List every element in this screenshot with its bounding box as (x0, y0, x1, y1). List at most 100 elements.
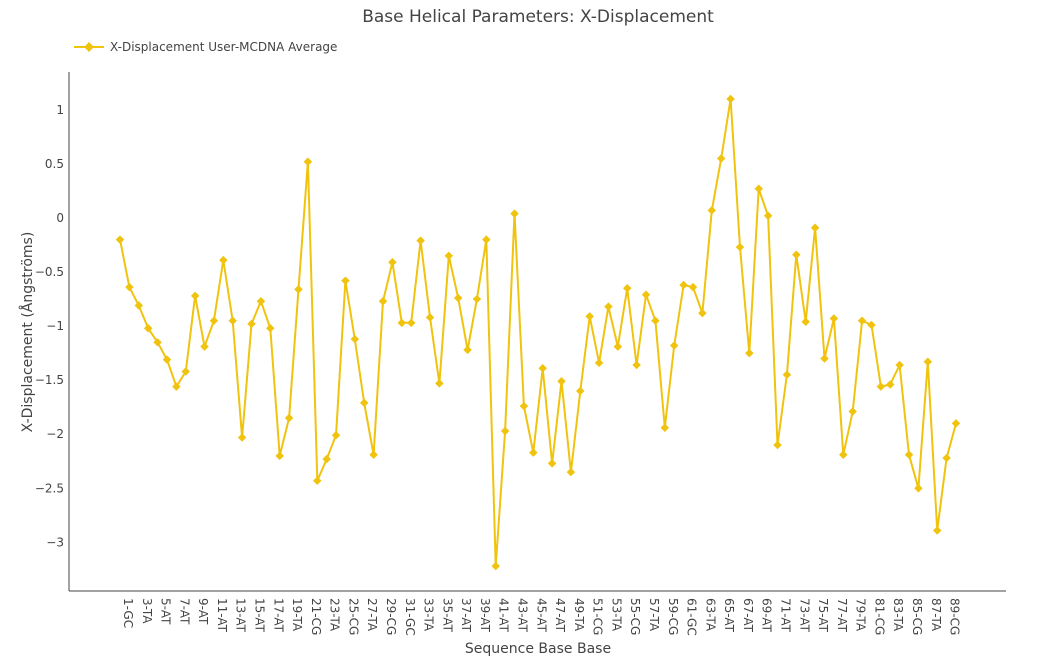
data-point[interactable] (932, 526, 942, 535)
data-point[interactable] (247, 319, 256, 329)
data-point[interactable] (397, 318, 407, 328)
data-point[interactable] (322, 454, 331, 464)
data-point[interactable] (576, 386, 585, 396)
data-point[interactable] (435, 379, 444, 388)
data-point[interactable] (829, 314, 839, 323)
data-point[interactable] (491, 561, 500, 571)
data-point[interactable] (416, 236, 425, 245)
data-point[interactable] (406, 318, 416, 328)
x-tick-label: 5-AT (159, 598, 173, 625)
data-point[interactable] (557, 376, 566, 386)
data-point[interactable] (190, 291, 200, 301)
data-point[interactable] (669, 341, 679, 350)
data-point[interactable] (820, 354, 829, 363)
data-point[interactable] (726, 94, 735, 104)
legend-entry-label: X-Displacement User-MCDNA Average (110, 40, 337, 54)
data-point[interactable] (510, 209, 519, 218)
data-point[interactable] (115, 235, 125, 244)
data-point[interactable] (162, 355, 172, 364)
data-point[interactable] (914, 484, 923, 493)
data-point[interactable] (641, 290, 651, 299)
data-point[interactable] (773, 440, 782, 450)
x-tick-label: 77-AT (835, 598, 849, 633)
data-point[interactable] (735, 242, 745, 252)
data-point[interactable] (904, 450, 914, 460)
data-point[interactable] (350, 334, 360, 344)
data-point[interactable] (237, 433, 247, 442)
data-point[interactable] (660, 423, 670, 432)
data-point[interactable] (792, 250, 801, 259)
data-point[interactable] (810, 223, 820, 232)
data-point[interactable] (143, 324, 153, 333)
data-point[interactable] (613, 342, 623, 351)
data-point[interactable] (500, 426, 510, 436)
data-point[interactable] (209, 316, 219, 325)
data-point[interactable] (698, 308, 707, 318)
data-point[interactable] (125, 282, 134, 292)
data-point[interactable] (839, 450, 848, 460)
data-point[interactable] (529, 448, 538, 457)
data-point[interactable] (463, 345, 472, 355)
data-point[interactable] (519, 401, 529, 411)
data-point[interactable] (369, 450, 378, 460)
data-point[interactable] (604, 302, 613, 311)
data-point[interactable] (867, 320, 876, 330)
data-point[interactable] (256, 296, 266, 306)
data-point[interactable] (453, 293, 463, 303)
data-point[interactable] (444, 251, 454, 261)
x-tick-label: 71-AT (779, 598, 793, 633)
data-point[interactable] (951, 419, 961, 428)
data-point[interactable] (547, 459, 557, 468)
data-point[interactable] (472, 294, 482, 304)
data-point[interactable] (303, 157, 313, 166)
data-point[interactable] (857, 316, 867, 325)
data-point[interactable] (566, 467, 576, 477)
data-point[interactable] (228, 316, 237, 325)
x-tick-label: 9-AT (196, 598, 210, 625)
data-point[interactable] (707, 206, 717, 215)
data-point[interactable] (763, 211, 773, 221)
data-point[interactable] (538, 364, 547, 373)
data-point[interactable] (388, 258, 397, 267)
data-point[interactable] (585, 312, 594, 321)
data-point[interactable] (275, 451, 284, 461)
data-point[interactable] (876, 382, 886, 391)
x-tick-label: 13-AT (234, 598, 248, 633)
data-point[interactable] (688, 282, 698, 292)
data-point[interactable] (923, 357, 933, 367)
data-point[interactable] (134, 301, 144, 310)
data-point[interactable] (801, 317, 810, 327)
data-point[interactable] (482, 235, 491, 244)
data-point[interactable] (942, 453, 951, 463)
x-tick-label: 53-TA (609, 598, 623, 632)
data-point[interactable] (313, 476, 322, 485)
data-point[interactable] (679, 280, 688, 290)
data-point[interactable] (745, 348, 754, 358)
data-point[interactable] (266, 324, 275, 333)
data-point[interactable] (651, 316, 660, 325)
data-point[interactable] (716, 154, 726, 163)
data-point[interactable] (886, 380, 895, 389)
x-tick-label: 1-GC (121, 598, 135, 628)
data-point[interactable] (284, 413, 294, 423)
data-point[interactable] (378, 296, 388, 306)
data-point[interactable] (895, 360, 904, 370)
x-tick-label: 75-AT (816, 598, 830, 633)
data-point[interactable] (172, 382, 181, 391)
data-point[interactable] (754, 184, 763, 194)
data-point[interactable] (219, 255, 228, 265)
data-point[interactable] (200, 342, 209, 351)
data-point[interactable] (294, 285, 303, 294)
data-point[interactable] (632, 360, 641, 370)
data-point[interactable] (782, 370, 792, 379)
data-point[interactable] (425, 313, 435, 322)
data-point[interactable] (359, 398, 369, 408)
data-point[interactable] (848, 407, 857, 416)
data-point[interactable] (622, 284, 632, 293)
data-point[interactable] (341, 276, 350, 285)
data-point[interactable] (594, 358, 604, 368)
data-point[interactable] (331, 431, 341, 440)
data-point[interactable] (181, 367, 190, 376)
legend[interactable]: X-Displacement User-MCDNA Average (74, 40, 337, 54)
data-point[interactable] (153, 338, 162, 347)
